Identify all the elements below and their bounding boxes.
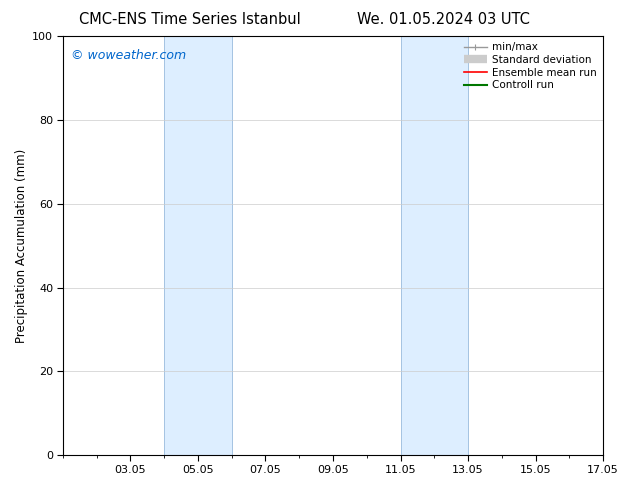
Bar: [164, 36, 231, 455]
Y-axis label: Precipitation Accumulation (mm): Precipitation Accumulation (mm): [15, 148, 28, 343]
Text: © woweather.com: © woweather.com: [71, 49, 186, 62]
Text: CMC-ENS Time Series Istanbul: CMC-ENS Time Series Istanbul: [79, 12, 301, 27]
Legend: min/max, Standard deviation, Ensemble mean run, Controll run: min/max, Standard deviation, Ensemble me…: [461, 39, 600, 93]
Bar: [401, 36, 468, 455]
Text: We. 01.05.2024 03 UTC: We. 01.05.2024 03 UTC: [358, 12, 530, 27]
